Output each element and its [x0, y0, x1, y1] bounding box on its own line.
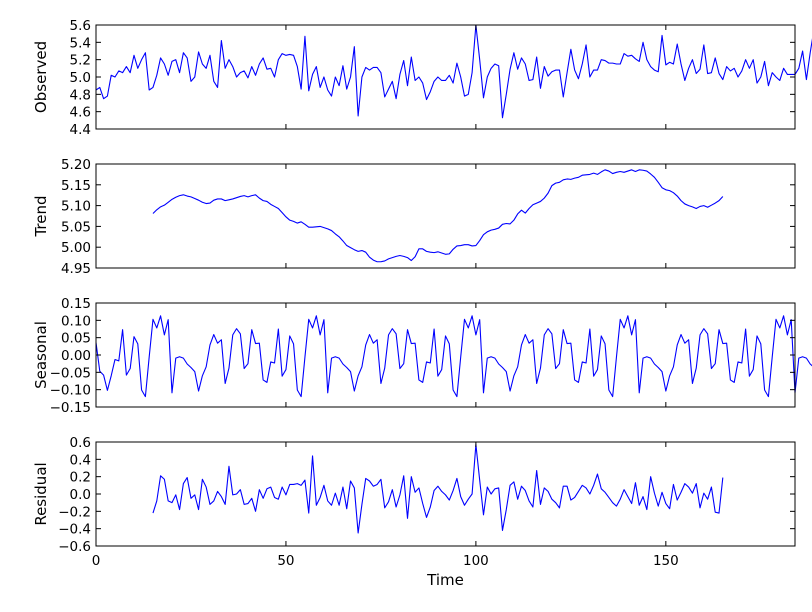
residual-y-tick-label: 0.0	[70, 487, 91, 503]
seasonal-y-tick-label: −0.05	[50, 365, 91, 381]
observed-y-tick-label: 5.2	[70, 53, 91, 69]
residual-y-tick-label: 0.6	[70, 435, 91, 451]
residual-y-tick-label: −0.4	[58, 522, 91, 538]
residual-y-tick-label: −0.6	[58, 539, 91, 555]
observed-y-tick-label: 4.8	[70, 87, 91, 103]
residual-x-axis-label: Time	[426, 571, 464, 589]
trend-y-tick-label: 4.95	[61, 261, 91, 277]
seasonal-series-line	[95, 315, 812, 398]
residual-x-tick-label: 100	[463, 553, 489, 569]
seasonal-y-tick-label: 0.00	[61, 348, 91, 364]
residual-y-axis-label: Residual	[32, 462, 50, 525]
residual-y-tick-label: 0.2	[70, 470, 91, 486]
seasonal-y-tick-label: −0.10	[50, 383, 91, 399]
observed-panel: 4.44.6 4.85.05.2 5.45.6 Observed	[32, 18, 812, 138]
trend-y-tick-label: 5.10	[61, 199, 91, 215]
seasonal-y-tick-label: 0.05	[61, 331, 91, 347]
trend-y-tick-label: 5.00	[61, 240, 91, 256]
residual-series-line	[152, 444, 724, 534]
trend-series-line	[152, 169, 724, 263]
observed-series-line	[95, 24, 812, 119]
trend-y-tick-label: 5.05	[61, 219, 91, 235]
seasonal-y-tick-label: −0.15	[50, 400, 91, 416]
residual-y-tick-label: −0.2	[58, 504, 91, 520]
trend-y-tick-label: 5.20	[61, 157, 91, 173]
trend-panel: 4.95 5.00 5.05 5.10 5.15 5.20 Trend	[32, 157, 796, 277]
residual-x-tick-label: 0	[92, 553, 101, 569]
residual-y-tick-label: 0.4	[70, 452, 91, 468]
trend-y-tick-label: 5.15	[61, 178, 91, 194]
trend-plot-frame	[95, 163, 796, 269]
observed-y-tick-label: 4.4	[70, 122, 91, 138]
trend-y-axis-label: Trend	[32, 195, 50, 237]
residual-x-tick-label: 50	[277, 553, 294, 569]
observed-plot-frame	[95, 24, 796, 130]
observed-y-tick-label: 4.6	[70, 105, 91, 121]
observed-y-tick-label: 5.0	[70, 70, 91, 86]
seasonal-y-tick-label: 0.10	[61, 313, 91, 329]
seasonal-y-axis-label: Seasonal	[32, 321, 50, 389]
observed-y-tick-label: 5.4	[70, 35, 91, 51]
observed-y-axis-label: Observed	[32, 41, 50, 113]
observed-y-tick-label: 5.6	[70, 18, 91, 34]
residual-panel: −0.6−0.4 −0.20.00.2 0.40.6 0 50 100 150 Residua…	[32, 435, 796, 589]
seasonal-y-tick-label: 0.15	[61, 296, 91, 312]
seasonal-panel: −0.15−0.10 −0.050.000.05 0.100.15 Seasonal	[32, 296, 812, 416]
residual-x-tick-label: 150	[653, 553, 679, 569]
